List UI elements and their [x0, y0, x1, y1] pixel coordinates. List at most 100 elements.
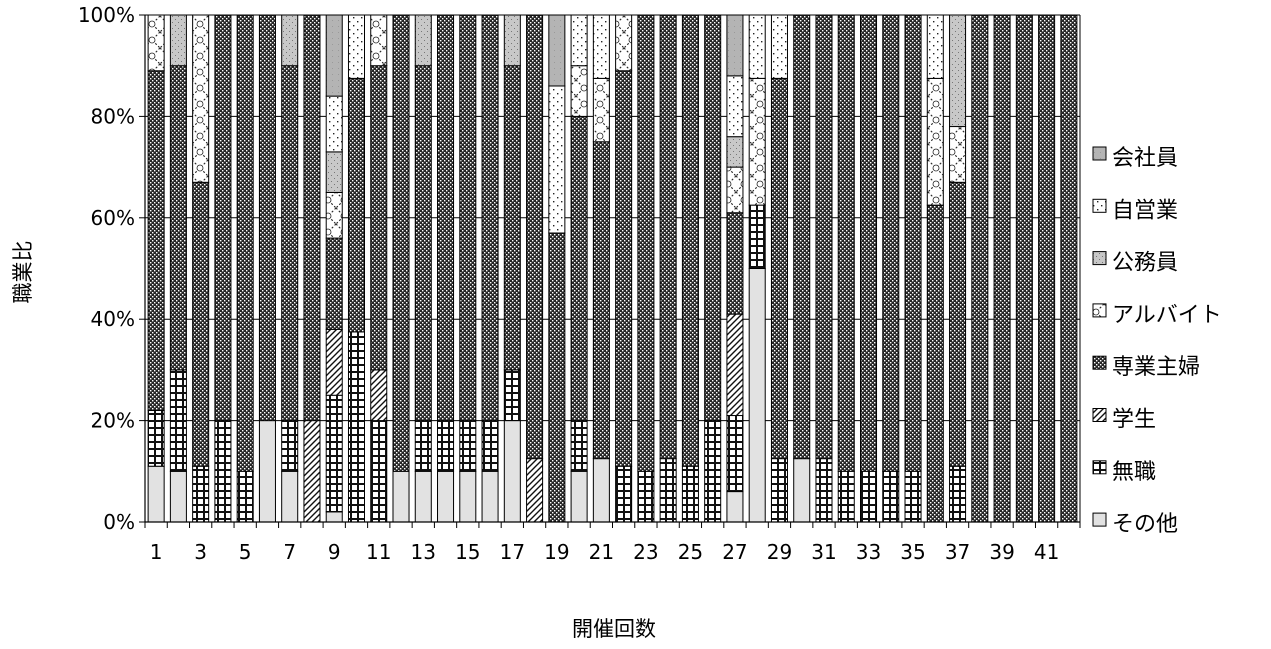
bar-segment [437, 14, 455, 422]
bar-segment [726, 14, 744, 77]
bar-segment [615, 14, 633, 72]
bar-segment [459, 14, 477, 422]
gridlines [145, 14, 1080, 422]
legend-item: 自営業 [1092, 198, 1178, 223]
bar-segment [637, 470, 655, 523]
bar-segment [726, 415, 744, 493]
x-tick-label: 23 [633, 540, 658, 564]
bar-segment [770, 77, 788, 460]
legend-label: 専業主婦 [1112, 355, 1200, 380]
bar-segment [726, 212, 744, 315]
legend-label: アルバイト [1112, 303, 1222, 328]
bar-segment [258, 14, 276, 422]
x-tick-label: 41 [1034, 540, 1059, 564]
bar-segment [1038, 14, 1056, 523]
bar-segment [926, 77, 944, 206]
bar-segment [615, 70, 633, 467]
bar-segment [837, 14, 855, 472]
bar-segment [548, 14, 566, 87]
bar-segment [281, 470, 299, 523]
bar-segment [704, 420, 722, 523]
legend-swatch [1092, 460, 1107, 475]
bar-segment [414, 420, 432, 472]
bar-segment [370, 369, 388, 422]
bar-segment [169, 369, 187, 472]
bar-segment [859, 14, 878, 472]
bar-segment [414, 14, 432, 67]
bar-segment [503, 420, 521, 523]
y-tick-label: 20% [91, 409, 135, 433]
bar-segment [503, 369, 521, 422]
bar-segment [325, 95, 343, 153]
legend-swatch [1092, 198, 1107, 213]
legend-item: 学生 [1092, 408, 1156, 433]
bar-segment [926, 14, 944, 79]
legend-label: その他 [1112, 512, 1178, 537]
x-tick-label: 21 [589, 540, 614, 564]
bar-segment [548, 232, 566, 523]
x-tick-label: 37 [945, 540, 970, 564]
bar-segment [815, 458, 833, 523]
bar-segment [214, 14, 232, 422]
bar-segment [370, 420, 388, 523]
bar-segment [236, 14, 254, 472]
x-tick-label: 25 [678, 540, 703, 564]
x-tick-label: 27 [722, 540, 747, 564]
y-tick-label: 40% [91, 307, 135, 331]
bar-segment [1060, 14, 1078, 523]
legend-label: 公務員 [1112, 251, 1178, 276]
legend-item: 専業主婦 [1092, 355, 1200, 380]
bar-segment [748, 14, 766, 79]
bar-segment [659, 458, 677, 523]
y-axis-title: 職業比 [11, 241, 35, 304]
x-tick-label: 31 [811, 540, 836, 564]
bar-segment [837, 470, 855, 523]
bar-segment [258, 420, 276, 523]
bar-segment [236, 470, 254, 523]
legend-label: 無職 [1112, 460, 1156, 485]
bar-segment [481, 14, 499, 422]
bar-segment [325, 394, 343, 513]
bar-segment [637, 14, 655, 472]
x-tick-label: 15 [455, 540, 480, 564]
legend-label: 学生 [1112, 408, 1156, 433]
bar-segment [347, 77, 366, 333]
bar-segment [570, 65, 588, 117]
bar-segment [659, 14, 677, 460]
x-tick-label: 29 [767, 540, 792, 564]
bar-segment [325, 191, 343, 239]
legend-swatch [1092, 146, 1107, 161]
bar-segment [503, 65, 521, 371]
bar-segment [459, 470, 477, 523]
y-tick-label: 80% [91, 104, 135, 128]
legend-label: 自営業 [1112, 198, 1178, 223]
legend-item: 公務員 [1092, 251, 1178, 276]
bar-segment [726, 166, 744, 214]
bar-segment [325, 14, 343, 97]
bar-segment [770, 14, 788, 79]
bar-segment [370, 14, 388, 67]
bar-segment [815, 14, 833, 460]
bar-segment [325, 237, 343, 330]
bar-segment [169, 14, 187, 67]
bar-segment [570, 115, 588, 422]
bar-segment [993, 14, 1011, 523]
bar-segment [481, 470, 499, 523]
bar-segment [570, 420, 588, 472]
legend-swatch [1092, 355, 1107, 370]
bar-segment [592, 141, 610, 460]
bar-segment [147, 14, 165, 72]
x-tick-label: 19 [544, 540, 569, 564]
bar-segment [904, 470, 922, 523]
bar-segment [615, 465, 633, 523]
bar-segment [325, 328, 343, 396]
bar-segment [147, 409, 165, 467]
bar-segment [793, 14, 811, 460]
bar-segment [192, 465, 210, 523]
bar-segment [437, 420, 455, 472]
bar-segment [681, 14, 699, 467]
bar-segment [147, 465, 165, 523]
bar-segment [949, 181, 967, 467]
